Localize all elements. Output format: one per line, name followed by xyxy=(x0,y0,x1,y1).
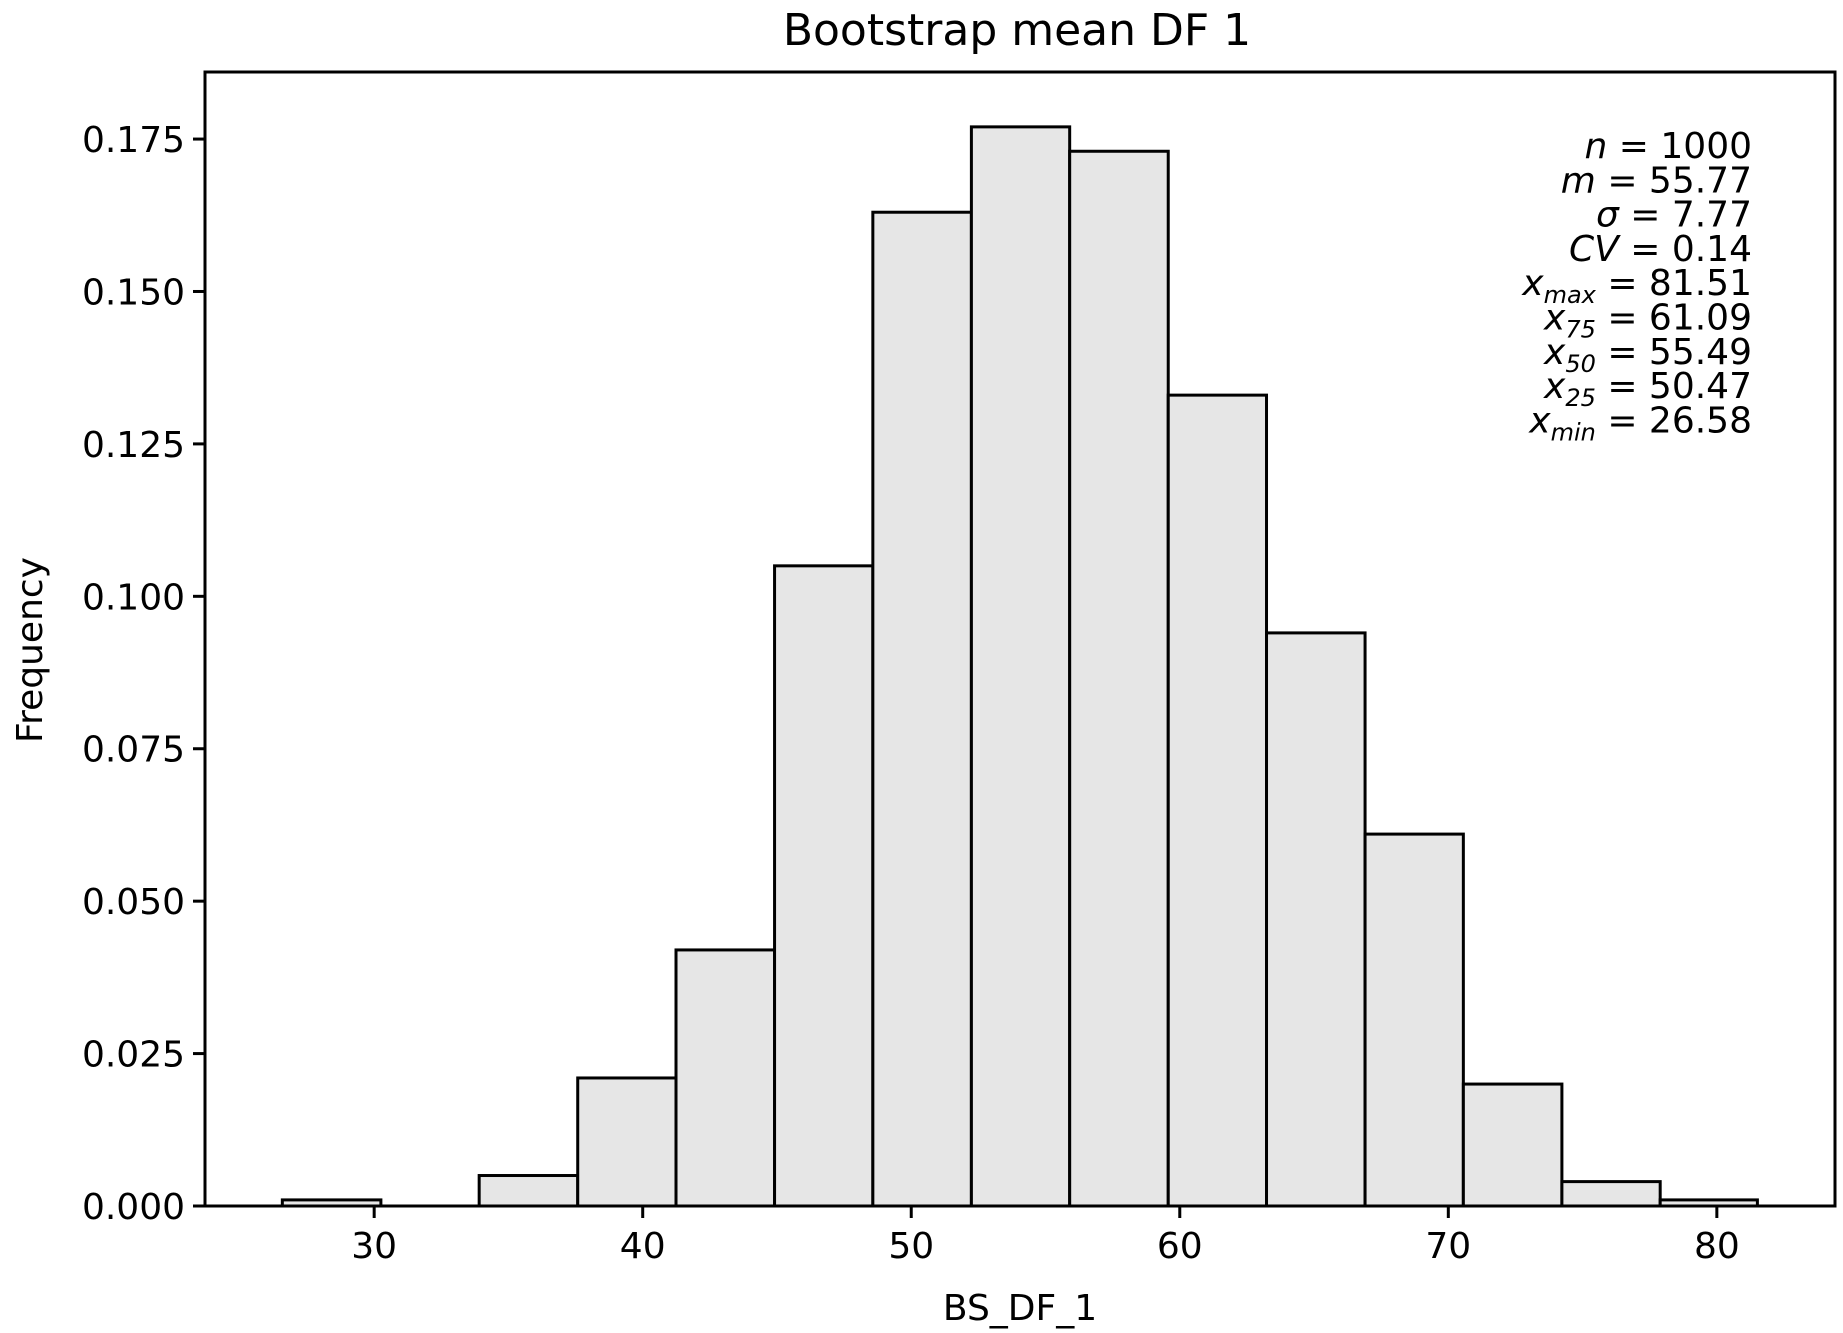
histogram-bar xyxy=(969,125,1072,1208)
y-tick-label: 0.125 xyxy=(82,425,185,466)
bars-group xyxy=(280,125,1759,1208)
stat-line: x25 = 50.47 xyxy=(1543,366,1752,412)
stat-line: x75 = 61.09 xyxy=(1543,298,1752,344)
x-axis: 30 40 50 60 70 80 xyxy=(351,1206,1740,1267)
y-tick-label: 0.025 xyxy=(82,1035,185,1076)
histogram-bar xyxy=(1166,393,1269,1208)
stat-line: xmin = 26.58 xyxy=(1528,400,1752,446)
x-axis-label: BS_DF_1 xyxy=(943,1288,1097,1329)
y-tick-label: 0.075 xyxy=(82,730,185,771)
stat-line: n = 1000 xyxy=(1585,126,1753,167)
stat-line: CV = 0.14 xyxy=(1569,229,1752,270)
histogram-bar xyxy=(871,210,973,1208)
stat-line: x50 = 55.49 xyxy=(1543,332,1752,378)
stat-line: σ = 7.77 xyxy=(1596,195,1752,236)
y-tick-label: 0.100 xyxy=(82,577,185,618)
plot-frame xyxy=(203,70,1837,1208)
histogram-bar xyxy=(477,1174,580,1208)
histogram-bar xyxy=(1363,832,1465,1208)
y-tick-label: 0.000 xyxy=(82,1187,185,1228)
x-tick-label: 80 xyxy=(1694,1226,1740,1267)
chart-title: Bootstrap mean DF 1 xyxy=(783,5,1251,56)
histogram-bar xyxy=(1461,1082,1564,1208)
stat-line: xmax = 81.51 xyxy=(1521,263,1752,309)
stat-line: m = 55.77 xyxy=(1561,160,1752,201)
y-tick-label: 0.050 xyxy=(82,882,185,923)
y-tick-label: 0.150 xyxy=(82,272,185,313)
histogram-bar xyxy=(1068,149,1170,1208)
x-tick-label: 50 xyxy=(888,1226,934,1267)
histogram-bar xyxy=(576,1076,678,1208)
y-tick-label: 0.175 xyxy=(82,120,185,161)
y-axis-label: Frequency xyxy=(10,557,51,743)
y-axis: 0.000 0.025 0.050 0.075 0.100 0.125 0.150 0.175 xyxy=(82,120,205,1228)
x-tick-label: 70 xyxy=(1425,1226,1471,1267)
histogram-bar xyxy=(674,948,777,1208)
x-tick-label: 60 xyxy=(1157,1226,1203,1267)
x-tick-label: 30 xyxy=(351,1226,397,1267)
histogram-bar xyxy=(773,564,875,1208)
x-tick-label: 40 xyxy=(620,1226,666,1267)
histogram-bar xyxy=(1265,631,1367,1208)
histogram-bar xyxy=(1560,1180,1662,1208)
